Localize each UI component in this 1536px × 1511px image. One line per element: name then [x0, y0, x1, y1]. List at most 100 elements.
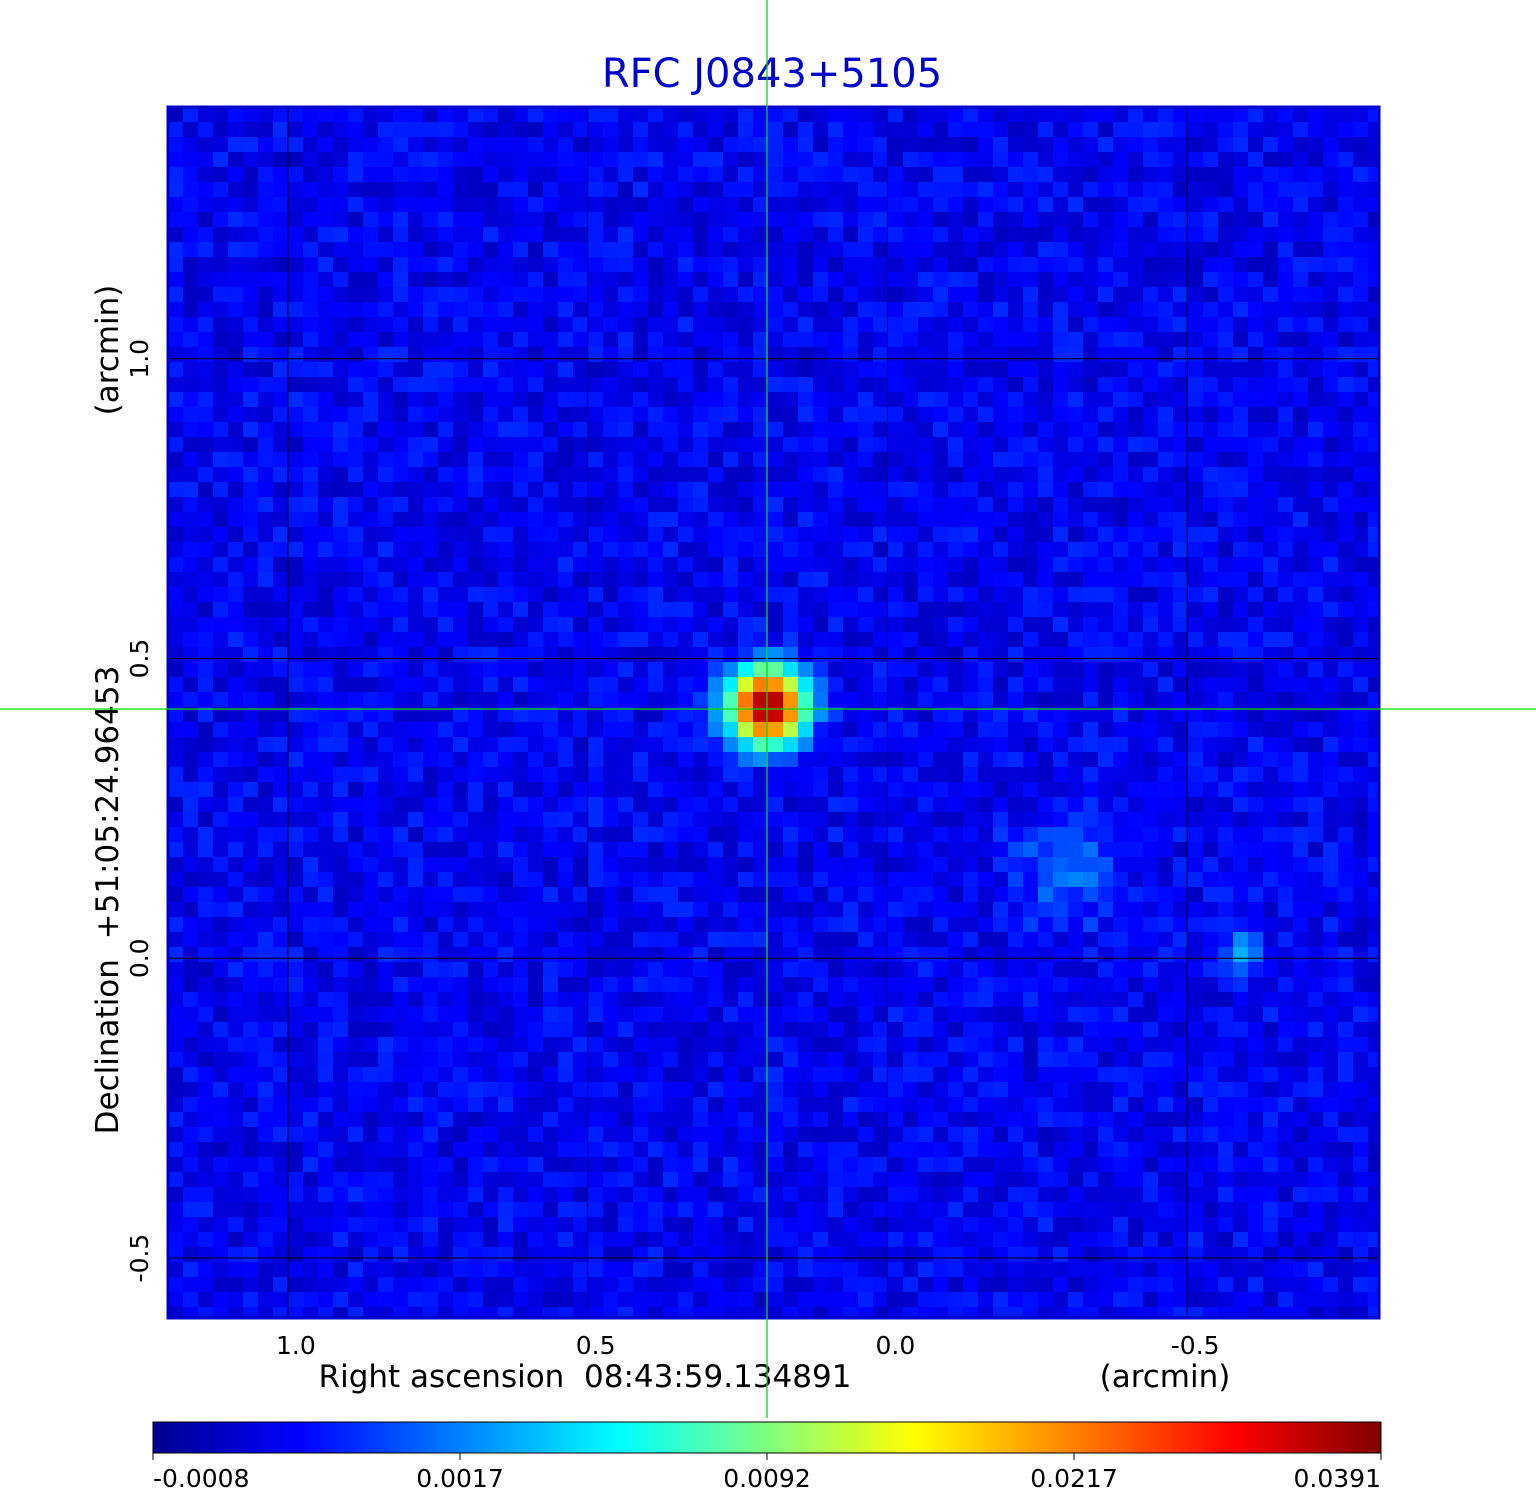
heatmap-cell — [1083, 887, 1099, 903]
heatmap-cell — [1263, 932, 1279, 948]
heatmap-cell — [273, 932, 289, 948]
heatmap-cell — [453, 542, 469, 558]
heatmap-cell — [663, 1007, 679, 1023]
heatmap-cell — [1203, 437, 1219, 453]
heatmap-cell — [1098, 812, 1114, 828]
heatmap-cell — [828, 197, 844, 213]
heatmap-cell — [363, 1022, 379, 1038]
heatmap-cell — [1068, 212, 1084, 228]
heatmap-cell — [483, 332, 499, 348]
heatmap-cell — [843, 362, 859, 378]
heatmap-cell — [1023, 962, 1039, 978]
heatmap-cell — [393, 932, 409, 948]
heatmap-cell — [603, 887, 619, 903]
heatmap-cell — [798, 392, 814, 408]
heatmap-cell — [1323, 992, 1339, 1008]
heatmap-cell — [1218, 992, 1234, 1008]
heatmap-cell — [663, 812, 679, 828]
heatmap-cell — [933, 557, 949, 573]
heatmap-cell — [528, 902, 544, 918]
heatmap-cell — [1008, 362, 1024, 378]
heatmap-cell — [1023, 782, 1039, 798]
heatmap-cell — [393, 587, 409, 603]
heatmap-cell — [438, 827, 454, 843]
heatmap-cell — [903, 707, 919, 723]
heatmap-cell — [753, 752, 769, 768]
heatmap-cell — [1008, 932, 1024, 948]
heatmap-cell — [768, 977, 784, 993]
heatmap-cell — [213, 347, 229, 363]
heatmap-cell — [498, 1007, 514, 1023]
heatmap-cell — [888, 497, 904, 513]
heatmap-cell — [888, 392, 904, 408]
heatmap-cell — [273, 422, 289, 438]
heatmap-cell — [783, 827, 799, 843]
heatmap-cell — [963, 977, 979, 993]
heatmap-cell — [633, 302, 649, 318]
heatmap-cell — [1293, 137, 1309, 153]
heatmap-cell — [1068, 497, 1084, 513]
heatmap-cell — [843, 857, 859, 873]
heatmap-cell — [678, 647, 694, 663]
heatmap-cell — [1083, 332, 1099, 348]
heatmap-cell — [1293, 827, 1309, 843]
heatmap-cell — [543, 977, 559, 993]
heatmap-cell — [858, 167, 874, 183]
heatmap-cell — [1113, 797, 1129, 813]
heatmap-cell — [183, 167, 199, 183]
heatmap-cell — [1068, 137, 1084, 153]
heatmap-cell — [798, 272, 814, 288]
heatmap-cell — [588, 167, 604, 183]
heatmap-cell — [1203, 152, 1219, 168]
heatmap-cell — [663, 377, 679, 393]
heatmap-cell — [813, 1022, 829, 1038]
heatmap-cell — [1188, 707, 1204, 723]
heatmap-cell — [603, 962, 619, 978]
heatmap-cell — [888, 527, 904, 543]
heatmap-cell — [1353, 572, 1369, 588]
heatmap-cell — [1143, 542, 1159, 558]
heatmap-cell — [453, 917, 469, 933]
heatmap-cell — [1008, 767, 1024, 783]
heatmap-cell — [1353, 842, 1369, 858]
heatmap-cell — [933, 257, 949, 273]
heatmap-cell — [288, 647, 304, 663]
heatmap-cell — [618, 737, 634, 753]
heatmap-cell — [453, 857, 469, 873]
heatmap-cell — [453, 182, 469, 198]
heatmap-cell — [408, 902, 424, 918]
heatmap-cell — [198, 932, 214, 948]
heatmap-cell — [378, 632, 394, 648]
heatmap-cell — [1188, 932, 1204, 948]
heatmap-cell — [1248, 1007, 1264, 1023]
heatmap-cell — [648, 767, 664, 783]
heatmap-cell — [1023, 137, 1039, 153]
heatmap-cell — [888, 302, 904, 318]
heatmap-cell — [438, 617, 454, 633]
heatmap-cell — [303, 782, 319, 798]
heatmap-cell — [1143, 107, 1159, 123]
heatmap-cell — [1188, 917, 1204, 933]
heatmap-cell — [438, 572, 454, 588]
heatmap-cell — [588, 962, 604, 978]
heatmap-cell — [933, 992, 949, 1008]
heatmap-cell — [1083, 827, 1099, 843]
heatmap-cell — [873, 977, 889, 993]
heatmap-cell — [618, 392, 634, 408]
heatmap-cell — [1188, 437, 1204, 453]
heatmap-cell — [1368, 317, 1379, 333]
heatmap-cell — [1233, 482, 1249, 498]
heatmap-cell — [228, 857, 244, 873]
heatmap-cell — [438, 647, 454, 663]
heatmap-cell — [303, 497, 319, 513]
heatmap-cell — [588, 512, 604, 528]
heatmap-cell — [738, 662, 754, 678]
heatmap-cell — [588, 602, 604, 618]
heatmap-cell — [258, 692, 274, 708]
heatmap-cell — [798, 167, 814, 183]
heatmap-cell — [228, 812, 244, 828]
heatmap-cell — [663, 497, 679, 513]
heatmap-cell — [963, 287, 979, 303]
heatmap-cell — [168, 332, 184, 348]
heatmap-cell — [708, 857, 724, 873]
